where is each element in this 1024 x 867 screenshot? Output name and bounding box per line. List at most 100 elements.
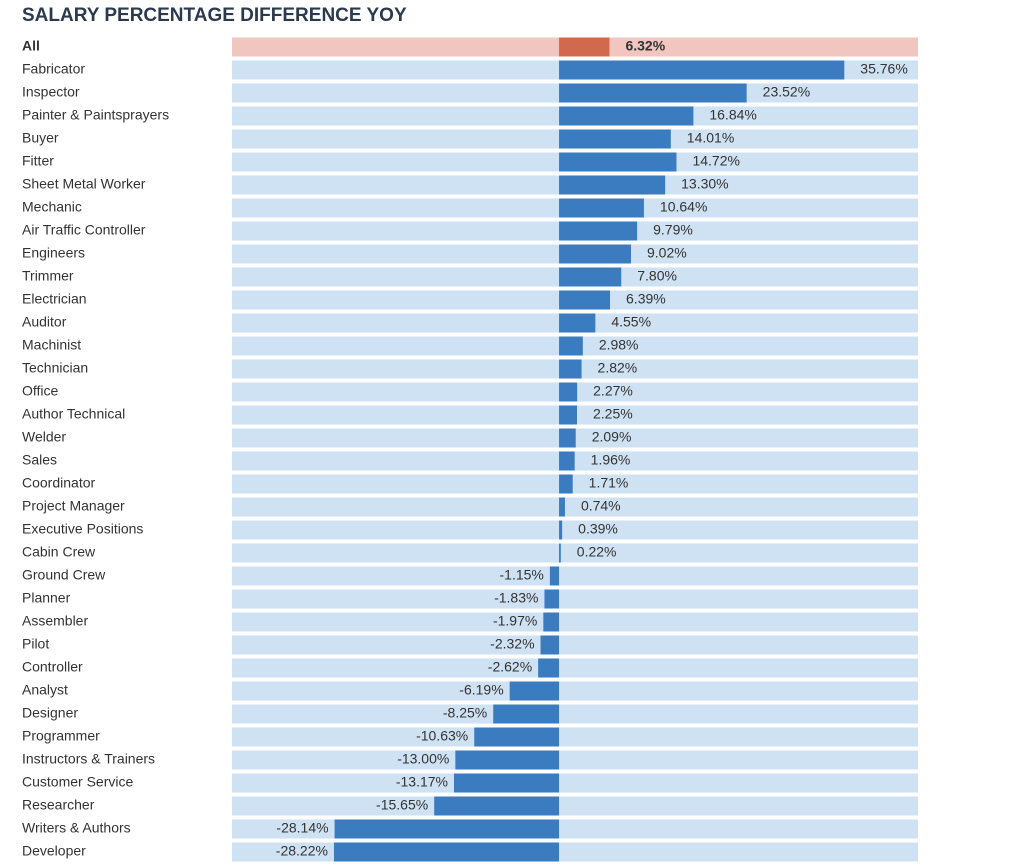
value-label: 2.27% — [593, 383, 633, 399]
bar — [559, 129, 671, 149]
value-label: 6.39% — [626, 291, 666, 307]
category-label: Ground Crew — [22, 567, 106, 583]
category-label: Auditor — [22, 314, 67, 330]
bar — [334, 819, 560, 839]
bar — [559, 60, 845, 80]
category-label: Cabin Crew — [22, 544, 96, 560]
bar — [559, 37, 610, 57]
category-label: Technician — [22, 360, 88, 376]
chart-title: SALARY PERCENTAGE DIFFERENCE YOY — [22, 5, 407, 26]
bar — [559, 313, 596, 333]
value-label: 0.22% — [577, 544, 617, 560]
value-label: 2.82% — [598, 360, 638, 376]
value-label: -15.65% — [376, 797, 428, 813]
category-label: Mechanic — [22, 199, 82, 215]
bar — [559, 221, 638, 241]
value-label: 2.98% — [599, 337, 639, 353]
category-label: Analyst — [22, 682, 68, 698]
value-label: -28.14% — [276, 820, 328, 836]
value-label: 16.84% — [709, 107, 756, 123]
row-background — [232, 589, 918, 609]
bar — [509, 681, 560, 701]
value-label: -1.83% — [494, 590, 538, 606]
value-label: -2.62% — [488, 659, 532, 675]
value-label: 0.39% — [578, 521, 618, 537]
row-background — [232, 796, 918, 816]
row-background — [232, 727, 918, 747]
value-label: 9.02% — [647, 245, 687, 261]
category-label: Buyer — [22, 130, 59, 146]
category-label: Instructors & Trainers — [22, 751, 155, 767]
category-label: Fitter — [22, 153, 54, 169]
row-background — [232, 497, 918, 517]
category-label: Electrician — [22, 291, 87, 307]
bar — [559, 244, 631, 264]
value-label: 10.64% — [660, 199, 707, 215]
row-background — [232, 520, 918, 540]
value-label: -13.00% — [397, 751, 449, 767]
bar — [559, 359, 582, 379]
value-label: -1.15% — [500, 567, 544, 583]
row-background — [232, 681, 918, 701]
row-background — [232, 566, 918, 586]
value-label: 1.71% — [589, 475, 629, 491]
bar — [559, 198, 644, 218]
value-label: 14.01% — [687, 130, 734, 146]
category-label: Project Manager — [22, 498, 125, 514]
value-label: 1.96% — [591, 452, 631, 468]
value-label: -6.19% — [459, 682, 503, 698]
bar — [559, 474, 573, 494]
category-label: Fabricator — [22, 61, 85, 77]
bar — [559, 451, 575, 471]
bar — [559, 267, 622, 287]
value-label: 14.72% — [692, 153, 739, 169]
row-background — [232, 543, 918, 563]
value-label: -8.25% — [443, 705, 487, 721]
bar — [559, 336, 583, 356]
value-label: 6.32% — [625, 38, 665, 54]
bar — [559, 106, 694, 126]
value-label: 13.30% — [681, 176, 728, 192]
bar — [333, 842, 560, 862]
bar — [559, 520, 563, 540]
bar — [538, 658, 560, 678]
category-label: Designer — [22, 705, 78, 721]
category-label: Controller — [22, 659, 83, 675]
bar — [540, 635, 560, 655]
category-label: Engineers — [22, 245, 85, 261]
value-label: -2.32% — [490, 636, 534, 652]
row-background — [232, 612, 918, 632]
value-label: -10.63% — [416, 728, 468, 744]
category-label: Writers & Authors — [22, 820, 131, 836]
bar — [559, 175, 666, 195]
bar — [493, 704, 560, 724]
category-label: Pilot — [22, 636, 49, 652]
bar — [549, 566, 560, 586]
category-label: Inspector — [22, 84, 80, 100]
category-label: Machinist — [22, 337, 81, 353]
category-label: Welder — [22, 429, 66, 445]
category-label: Author Technical — [22, 406, 125, 422]
row-background — [232, 635, 918, 655]
category-label: Painter & Paintsprayers — [22, 107, 169, 123]
category-label: Customer Service — [22, 774, 133, 790]
bar — [543, 612, 560, 632]
category-label: All — [22, 38, 40, 54]
bar — [559, 382, 578, 402]
bar — [453, 773, 560, 793]
bar — [544, 589, 560, 609]
bar — [474, 727, 560, 747]
bar — [455, 750, 560, 770]
category-label: Executive Positions — [22, 521, 143, 537]
bar — [559, 405, 577, 425]
bar — [559, 83, 747, 103]
bar — [559, 428, 576, 448]
value-label: 4.55% — [611, 314, 651, 330]
row-background — [232, 750, 918, 770]
category-label: Assembler — [22, 613, 88, 629]
category-label: Sheet Metal Worker — [22, 176, 146, 192]
category-label: Developer — [22, 843, 86, 859]
value-label: 9.79% — [653, 222, 693, 238]
value-label: 35.76% — [860, 61, 907, 77]
